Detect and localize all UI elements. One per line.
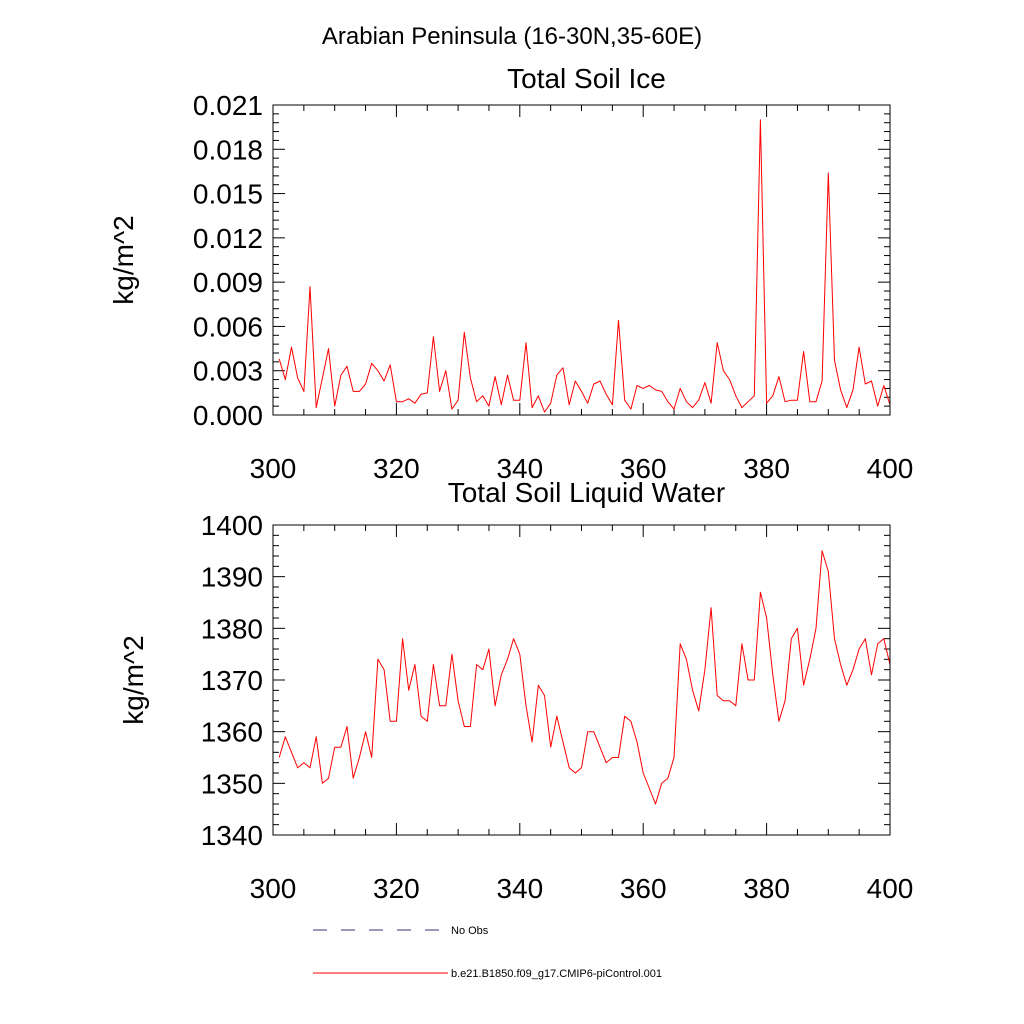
y-axis-label: kg/m^2 (108, 215, 139, 304)
chart-panel-total-soil-ice: Total Soil Ice kg/m^2 300 320 340 360 380 400… (108, 63, 913, 484)
x-tick-label: 300 (250, 873, 297, 904)
x-tick-label: 340 (496, 453, 543, 484)
y-tick-label: 1380 (201, 613, 263, 644)
y-tick-label: 1370 (201, 665, 263, 696)
x-tick-label: 380 (743, 873, 790, 904)
main-title: Arabian Peninsula (16-30N,35-60E) (322, 23, 702, 50)
y-tick-label: 0.021 (193, 90, 263, 121)
y-tick-label: 0.012 (193, 223, 263, 254)
y-tick-label: 1360 (201, 717, 263, 748)
x-tick-label: 360 (620, 453, 667, 484)
series-group (278, 119, 891, 413)
plot-frame (272, 104, 891, 416)
x-tick-label: 300 (250, 453, 297, 484)
y-tick-label: 1390 (201, 562, 263, 593)
series-line (278, 550, 891, 805)
x-tick-label: 320 (373, 873, 420, 904)
chart-title: Total Soil Ice (507, 63, 666, 94)
x-tick-label: 400 (867, 453, 914, 484)
x-tick-label: 320 (373, 453, 420, 484)
chart-title: Total Soil Liquid Water (448, 477, 726, 508)
y-tick-label: 0.003 (193, 356, 263, 387)
x-tick-label: 380 (743, 453, 790, 484)
y-tick-label: 1340 (201, 820, 263, 851)
y-axis-label: kg/m^2 (118, 635, 149, 724)
x-tick-label: 360 (620, 873, 667, 904)
y-tick-label: 1350 (201, 768, 263, 799)
series-line (278, 119, 891, 413)
legend: No Obs b.e21.B1850.f09_g17.CMIP6-piContr… (313, 925, 662, 980)
axis-ticks (272, 524, 891, 836)
tick-labels: 300 320 340 360 380 400 1340 1350 1360 1370 1380 13… (201, 510, 914, 904)
y-tick-label: 0.009 (193, 267, 263, 298)
series-group (278, 550, 891, 805)
chart-panel-total-soil-liquid-water: Total Soil Liquid Water kg/m^2 300 320 340… (118, 477, 913, 904)
tick-labels: 300 320 340 360 380 400 0.000 0.003 0.006 0.009 0.… (193, 90, 913, 484)
plot-frame (272, 524, 891, 836)
x-tick-label: 340 (496, 873, 543, 904)
x-tick-label: 400 (867, 873, 914, 904)
y-tick-label: 0.018 (193, 134, 263, 165)
y-tick-label: 0.006 (193, 311, 263, 342)
legend-label-no-obs: No Obs (451, 925, 489, 937)
y-tick-label: 0.000 (193, 400, 263, 431)
y-tick-label: 0.015 (193, 179, 263, 210)
legend-label-model: b.e21.B1850.f09_g17.CMIP6-piControl.001 (451, 968, 662, 980)
y-tick-label: 1400 (201, 510, 263, 541)
axis-ticks (272, 104, 891, 416)
